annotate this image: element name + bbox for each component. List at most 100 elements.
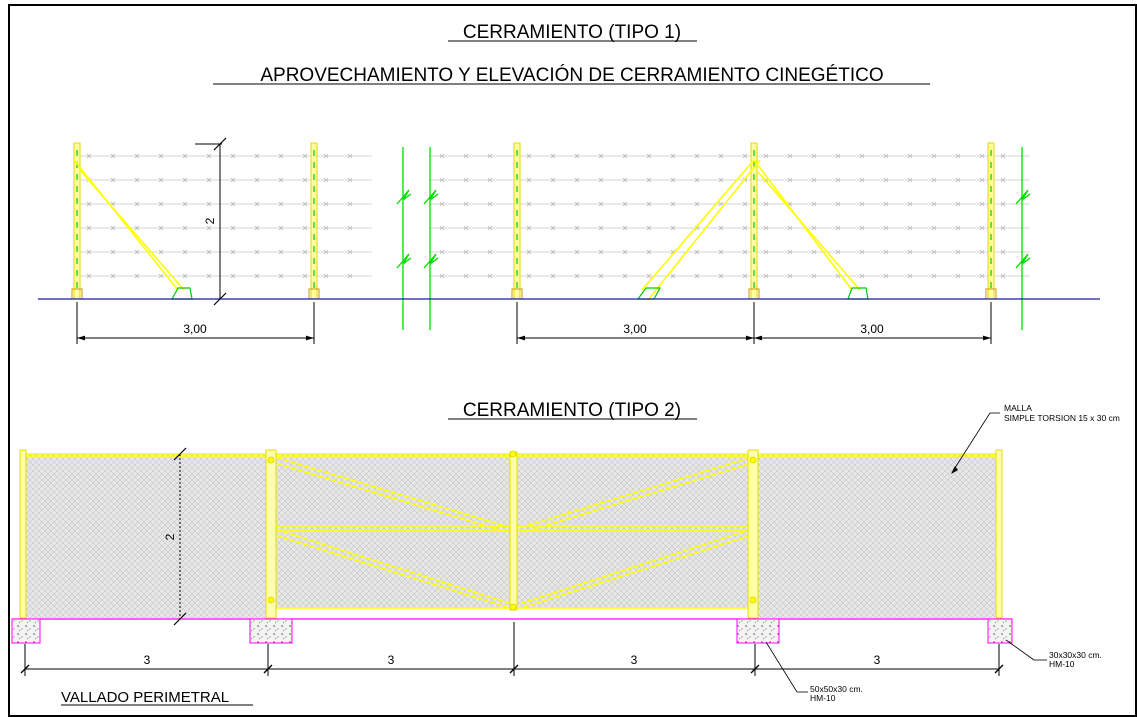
barb-mark (526, 273, 532, 279)
barb-mark (182, 177, 188, 183)
barb-mark (278, 177, 284, 183)
barb-mark (323, 249, 329, 255)
barb-mark (670, 201, 676, 207)
barb-mark (835, 177, 841, 183)
barb-mark (206, 153, 212, 159)
barb-mark (134, 201, 140, 207)
barb-mark (550, 225, 556, 231)
barb-mark (439, 225, 445, 231)
barb-mark (158, 153, 164, 159)
barb-mark (182, 225, 188, 231)
brace-edge (647, 159, 761, 301)
break-symbol-icon (1015, 189, 1031, 205)
barb-mark (622, 153, 628, 159)
break-symbol-icon (1015, 253, 1031, 269)
barb-mark (835, 153, 841, 159)
barb-mark (134, 273, 140, 279)
barb-mark (598, 249, 604, 255)
barb-mark (787, 273, 793, 279)
barb-mark (763, 201, 769, 207)
barb-mark (158, 249, 164, 255)
barb-mark (670, 225, 676, 231)
barb-mark (811, 225, 817, 231)
barb-mark (254, 249, 260, 255)
barb-mark (574, 153, 580, 159)
barb-mark (598, 153, 604, 159)
tipo2-posts (19, 449, 1003, 619)
tipo1-height-tick-top (213, 137, 227, 151)
barb-mark (955, 153, 961, 159)
barb-mark (598, 273, 604, 279)
barb-mark (907, 153, 913, 159)
barb-mark (742, 225, 748, 231)
barb-mark (347, 273, 353, 279)
footing-large-2 (736, 618, 780, 644)
barb-mark (622, 225, 628, 231)
barb-mark (439, 273, 445, 279)
barb-mark (811, 249, 817, 255)
barb-mark (646, 201, 652, 207)
barb-mark (859, 177, 865, 183)
barb-mark (1000, 225, 1006, 231)
barb-mark (323, 225, 329, 231)
brace-edge (757, 171, 861, 291)
tipo2-height-tick-top (173, 447, 187, 461)
barb-mark (487, 225, 493, 231)
barb-mark (463, 225, 469, 231)
barb-mark (859, 273, 865, 279)
barb-mark (622, 273, 628, 279)
tipo1-height-label: 2 (203, 217, 217, 224)
barb-mark (439, 177, 445, 183)
barb-mark (230, 273, 236, 279)
barb-mark (323, 273, 329, 279)
mesh-note-arrow-icon (951, 466, 958, 474)
barb-mark (670, 153, 676, 159)
barb-mark (134, 177, 140, 183)
barb-mark (883, 153, 889, 159)
barb-mark (883, 201, 889, 207)
barb-mark (979, 225, 985, 231)
barb-mark (955, 225, 961, 231)
footing-large-leader (765, 641, 798, 693)
barb-mark (787, 249, 793, 255)
barb-mark (302, 249, 308, 255)
barb-mark (230, 201, 236, 207)
barb-mark (439, 249, 445, 255)
barb-mark (526, 201, 532, 207)
footing-large-1 (249, 618, 293, 644)
barb-mark (134, 249, 140, 255)
tipo1-wires (77, 153, 1030, 279)
footing-small-leader (1005, 639, 1035, 661)
barb-mark (278, 225, 284, 231)
barb-mark (598, 177, 604, 183)
footing-small-2 (987, 618, 1013, 644)
barb-mark (883, 249, 889, 255)
barb-mark (718, 273, 724, 279)
barb-mark (463, 153, 469, 159)
barb-mark (646, 225, 652, 231)
tipo1-braces (73, 159, 869, 301)
barb-mark (302, 201, 308, 207)
tipo2-footings (11, 618, 1013, 644)
barb-mark (254, 273, 260, 279)
barb-mark (230, 249, 236, 255)
barb-mark (86, 153, 92, 159)
barb-mark (182, 249, 188, 255)
barb-mark (694, 249, 700, 255)
barb-mark (463, 201, 469, 207)
barb-mark (254, 201, 260, 207)
barb-mark (278, 249, 284, 255)
barb-mark (742, 249, 748, 255)
barb-mark (347, 177, 353, 183)
barb-mark (646, 249, 652, 255)
barb-mark (550, 273, 556, 279)
barb-mark (230, 153, 236, 159)
barb-mark (574, 177, 580, 183)
barb-mark (278, 201, 284, 207)
barb-mark (230, 225, 236, 231)
footing-small-1 (11, 618, 41, 644)
barb-mark (622, 201, 628, 207)
barb-mark (811, 201, 817, 207)
barb-mark (787, 153, 793, 159)
barb-mark (763, 273, 769, 279)
